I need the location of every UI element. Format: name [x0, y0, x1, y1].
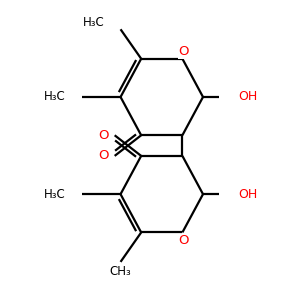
- Text: OH: OH: [238, 188, 258, 201]
- Text: H₃C: H₃C: [44, 91, 66, 103]
- Text: H₃C: H₃C: [44, 188, 66, 201]
- Text: CH₃: CH₃: [110, 265, 131, 278]
- Text: OH: OH: [238, 91, 258, 103]
- Text: H₃C: H₃C: [82, 16, 104, 29]
- Text: O: O: [98, 129, 109, 142]
- Text: O: O: [98, 149, 109, 162]
- Text: O: O: [178, 45, 189, 58]
- Text: O: O: [178, 234, 189, 247]
